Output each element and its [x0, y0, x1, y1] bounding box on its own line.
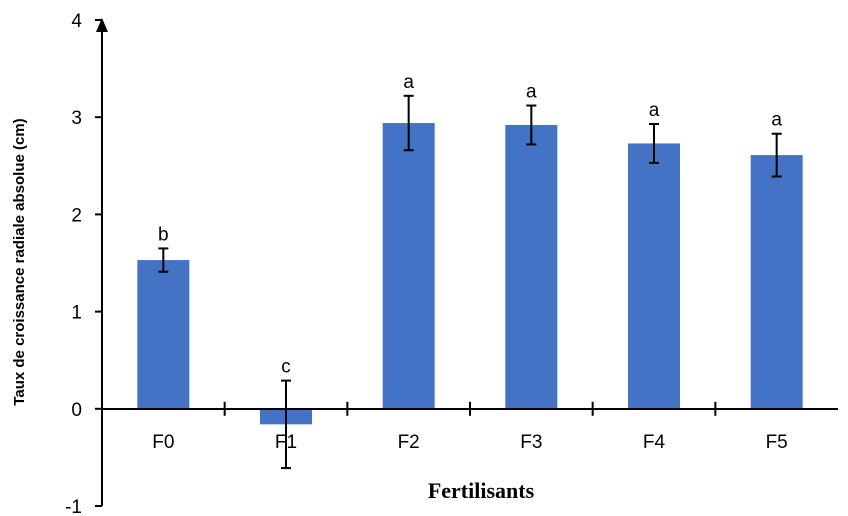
- significance-label-f1: c: [281, 357, 291, 378]
- significance-label-f0: b: [158, 224, 169, 245]
- y-tick-label: -1: [65, 497, 82, 516]
- x-axis-title: Fertilisants: [428, 478, 535, 503]
- y-axis: [96, 18, 108, 506]
- category-label-f3: F3: [520, 432, 542, 453]
- bar-f5: [750, 155, 803, 409]
- x-ticks: [223, 401, 717, 416]
- y-axis-arrow: [96, 18, 108, 32]
- bar-f3: [505, 124, 558, 409]
- error-bars: [158, 94, 782, 470]
- bar-f4: [628, 143, 680, 409]
- y-tick-label: 3: [71, 108, 82, 129]
- y-tick-label: 1: [71, 303, 82, 324]
- category-labels: F0 F1 F2 F3 F4 F5: [152, 432, 788, 453]
- category-label-f4: F4: [643, 432, 666, 453]
- category-label-f5: F5: [766, 432, 788, 453]
- bar-f2: [382, 123, 435, 409]
- category-label-f2: F2: [398, 432, 420, 453]
- significance-label-f4: a: [649, 100, 660, 121]
- y-axis-title: Taux de croissance radiale absolue (cm): [11, 118, 28, 405]
- significance-label-f3: a: [526, 82, 537, 103]
- significance-labels: b c a a a a: [158, 72, 782, 378]
- y-tick-label: 4: [71, 11, 82, 32]
- significance-label-f5: a: [771, 110, 782, 131]
- category-label-f0: F0: [152, 432, 174, 453]
- bar-f0: [137, 260, 190, 409]
- significance-label-f2: a: [403, 72, 414, 93]
- y-tick-label: 0: [71, 400, 82, 421]
- y-tick-label: 2: [71, 205, 82, 226]
- bars: [137, 123, 803, 425]
- y-ticks: -1 0 1 2 3 4: [65, 11, 102, 516]
